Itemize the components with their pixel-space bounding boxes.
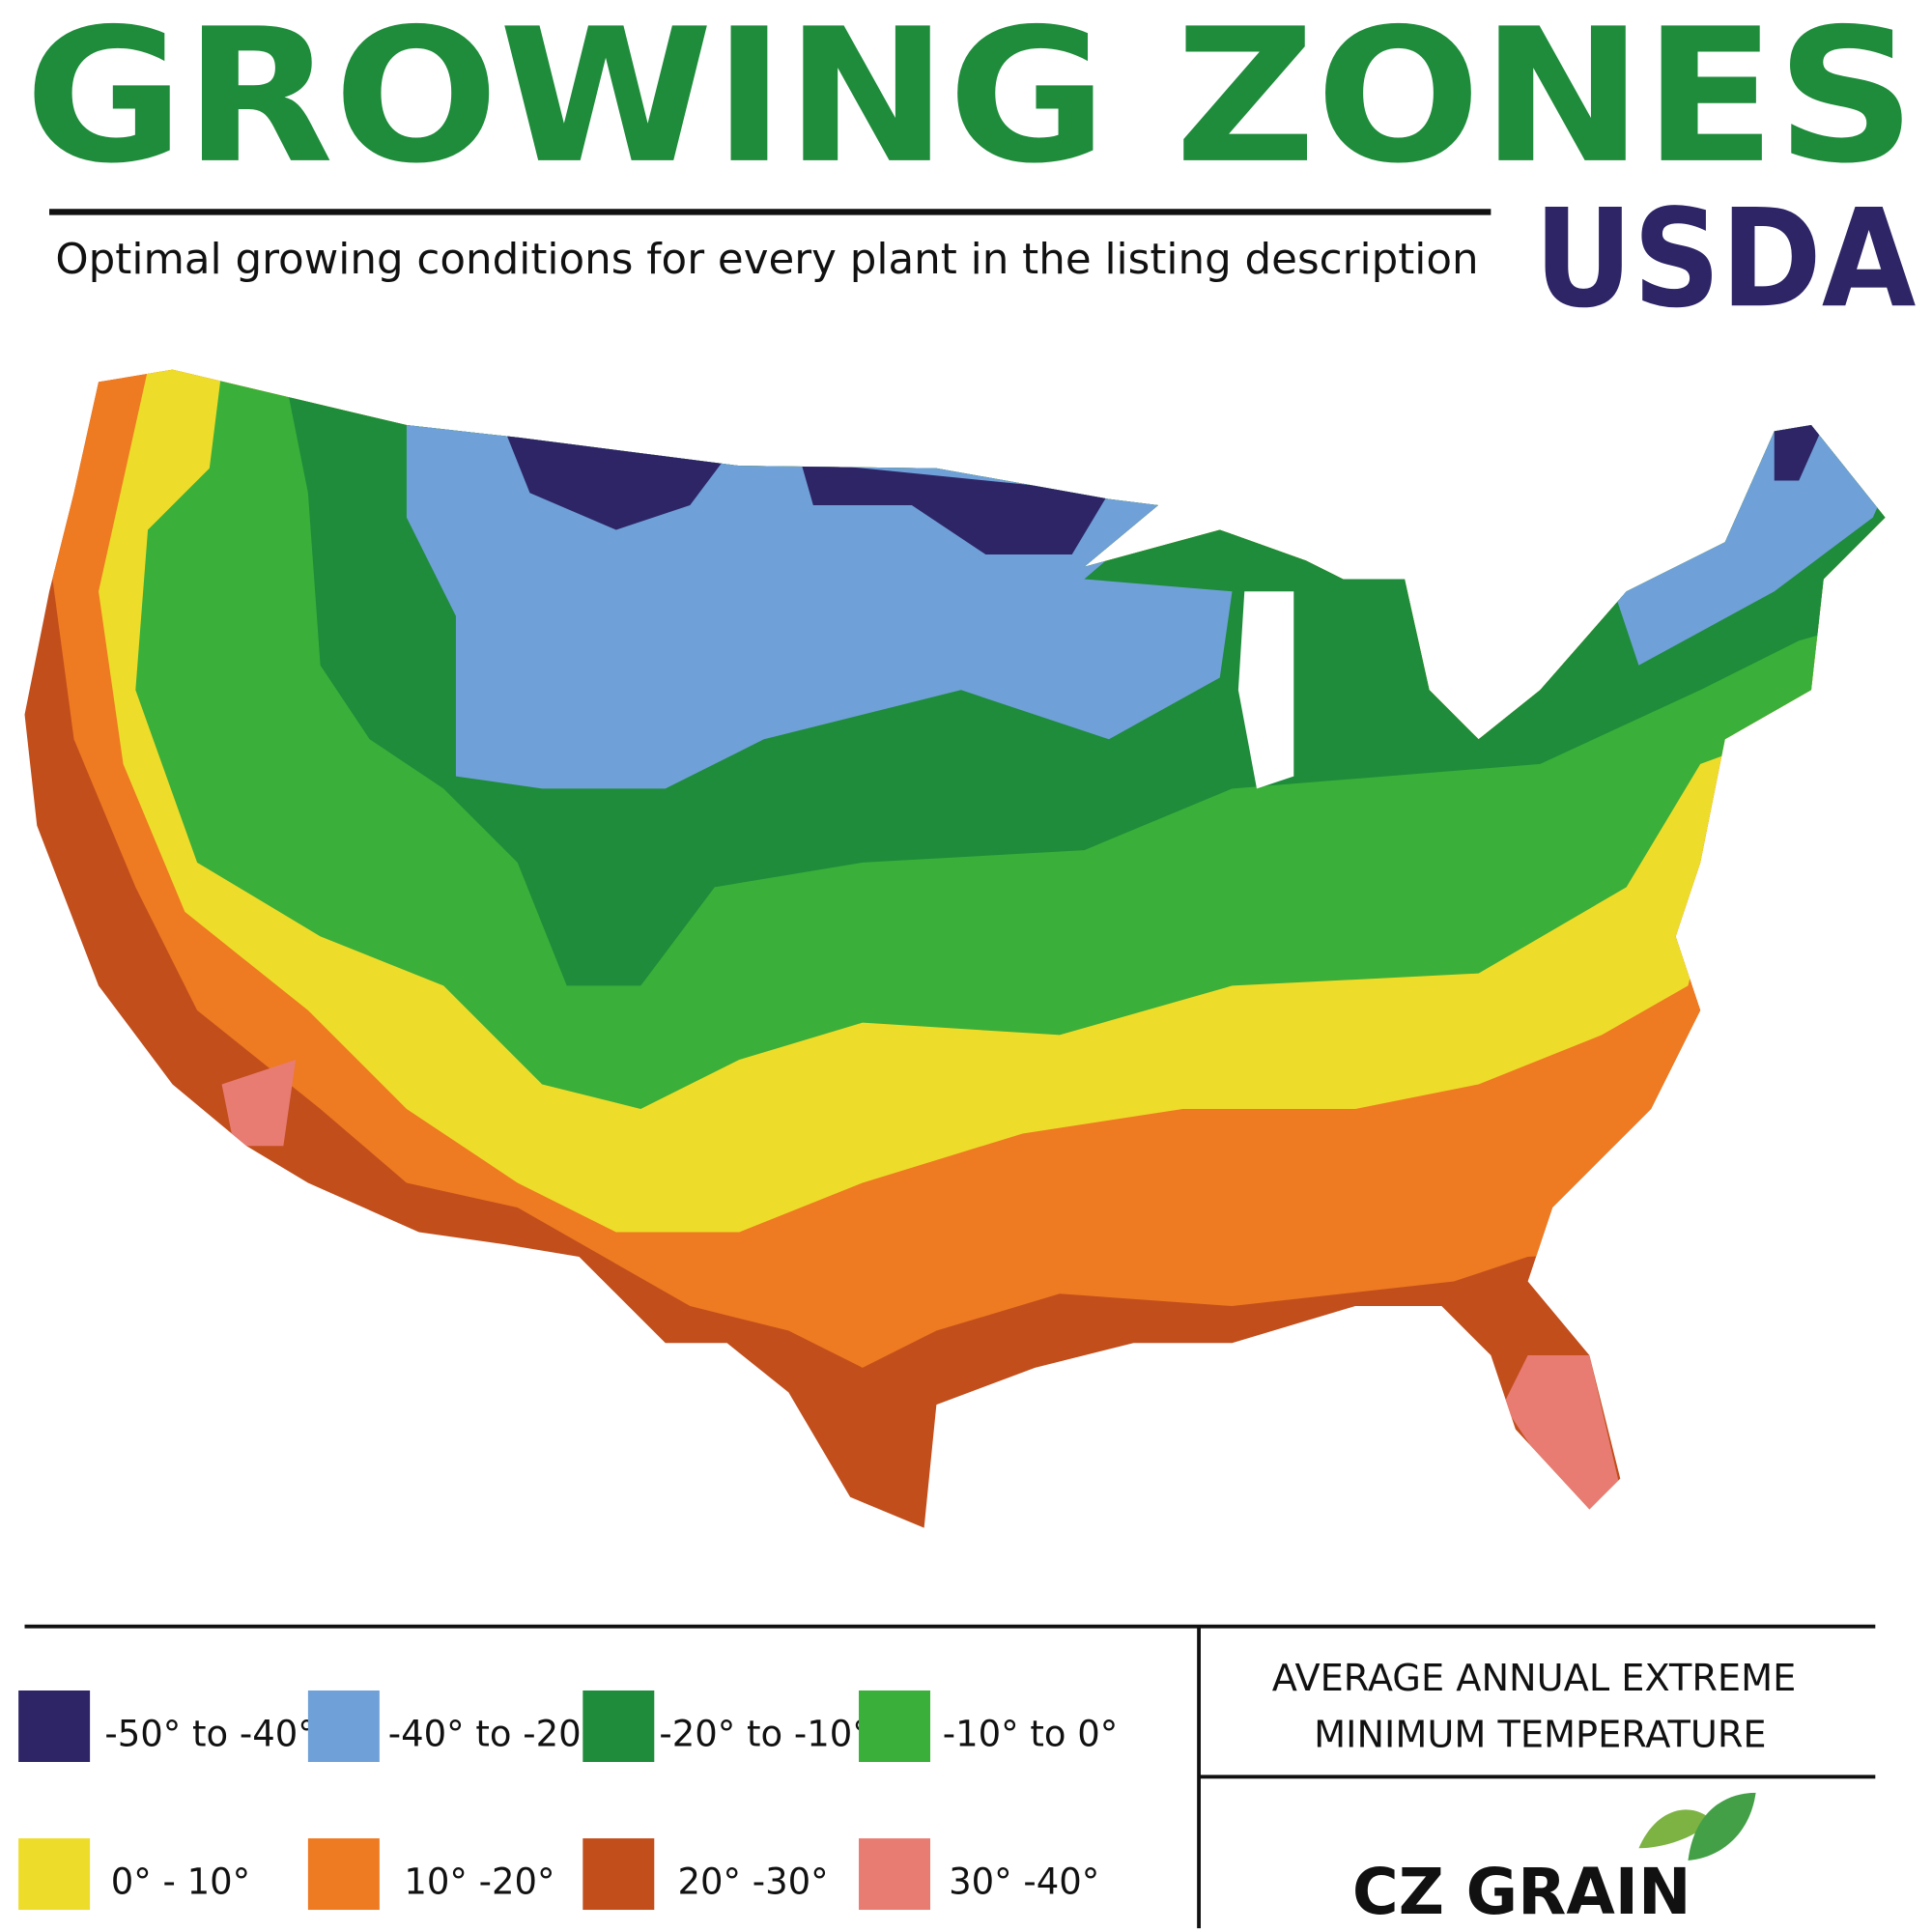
legend-label: 0° - 10° [111,1861,250,1902]
legend-label: -10° to 0° [943,1713,1119,1754]
legend-swatch [859,1690,931,1762]
legend-label: -40° to -20° [388,1713,599,1754]
zone-region [221,1059,297,1147]
legend-swatch [582,1690,655,1762]
subtitle: Optimal growing conditions for every pla… [55,236,1478,284]
zone-region [1613,406,1886,666]
legend-swatch [859,1838,931,1911]
legend-label: 30° -40° [949,1861,1099,1902]
legend-label: -50° to -40° [104,1713,315,1754]
zone-map [24,369,1886,1528]
legend-label: 10° -20° [404,1861,554,1902]
legend-swatch [582,1838,655,1911]
legend-title: AVERAGE ANNUAL EXTREME [1272,1657,1797,1700]
zone-region [1503,1355,1627,1516]
legend: -50° to -40° -40° to -20° -20° to -10° -10°… [18,1690,1119,1911]
brand-leaf [1638,1809,1713,1849]
title: GROWING ZONES [25,0,1917,205]
legend-swatch [307,1690,380,1762]
legend-swatch [18,1838,91,1911]
legend-title: MINIMUM TEMPERATURE [1314,1714,1766,1757]
lake [1237,591,1294,789]
legend-label: 20° -30° [678,1861,829,1902]
legend-swatch [18,1690,91,1762]
brand: CZ GRAIN [1352,1854,1691,1929]
legend-label: -20° to -10° [659,1713,869,1754]
legend-swatch [307,1838,380,1911]
zone-region [1774,418,1824,481]
badge: USDA [1534,181,1916,338]
brand-leaf [1688,1792,1756,1861]
